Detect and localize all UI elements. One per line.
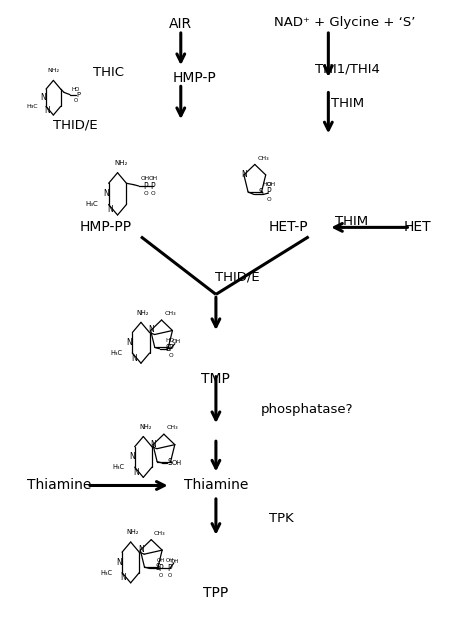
Text: S: S (165, 344, 170, 352)
Text: P: P (169, 344, 173, 352)
Text: H₃C: H₃C (113, 464, 125, 470)
Text: OH: OH (172, 460, 182, 466)
Text: O: O (168, 573, 172, 578)
Text: CH₃: CH₃ (258, 156, 269, 161)
Text: OH: OH (165, 558, 174, 563)
Text: HO: HO (263, 182, 272, 187)
Text: N: N (116, 558, 122, 567)
Text: O: O (74, 98, 78, 103)
Text: O: O (159, 573, 163, 578)
Text: N: N (44, 106, 50, 115)
Text: Thiamine: Thiamine (184, 478, 248, 493)
Text: THI1/THI4: THI1/THI4 (315, 63, 380, 76)
Text: N: N (133, 468, 139, 477)
Text: NH₂: NH₂ (114, 160, 128, 166)
Text: HMP-P: HMP-P (173, 71, 217, 86)
Text: NH₂: NH₂ (137, 310, 149, 316)
Text: N: N (40, 93, 46, 102)
Text: NH₂: NH₂ (139, 424, 152, 429)
Text: THIC: THIC (93, 66, 124, 79)
Text: P: P (150, 182, 155, 190)
Text: AIR: AIR (169, 18, 192, 31)
Text: HMP-PP: HMP-PP (80, 220, 132, 234)
Text: CH₃: CH₃ (154, 531, 166, 536)
Text: N: N (121, 573, 127, 582)
Text: S: S (155, 563, 160, 572)
Text: HET: HET (403, 220, 431, 234)
Text: CH₃: CH₃ (167, 425, 178, 430)
Text: HET-P: HET-P (269, 220, 309, 234)
Text: N: N (127, 338, 132, 347)
Text: P: P (76, 91, 81, 98)
Text: THID/E: THID/E (215, 270, 259, 284)
Text: HO: HO (165, 338, 174, 343)
Text: OH: OH (148, 176, 157, 181)
Text: HO: HO (72, 86, 80, 91)
Text: H₃C: H₃C (86, 202, 98, 207)
Text: P: P (143, 182, 148, 190)
Text: N: N (129, 453, 135, 461)
Text: N: N (148, 326, 154, 334)
Text: N: N (108, 205, 113, 214)
Text: TPK: TPK (269, 513, 294, 525)
Text: O: O (143, 191, 148, 196)
Text: CH₃: CH₃ (164, 311, 176, 316)
Text: OH: OH (156, 558, 165, 563)
Text: P: P (167, 564, 172, 573)
Text: N: N (151, 439, 156, 449)
Text: N: N (138, 545, 144, 554)
Text: THIM: THIM (335, 215, 368, 228)
Text: OH: OH (267, 182, 276, 187)
Text: O: O (266, 197, 271, 202)
Text: S: S (168, 458, 173, 467)
Text: H₃C: H₃C (100, 570, 112, 576)
Text: OH: OH (141, 176, 150, 181)
Text: O: O (150, 191, 155, 196)
Text: N: N (103, 190, 109, 198)
Text: S: S (259, 188, 264, 197)
Text: phosphatase?: phosphatase? (261, 403, 354, 416)
Text: H₃C: H₃C (26, 104, 37, 109)
Text: H₃C: H₃C (110, 350, 122, 356)
Text: N: N (241, 170, 247, 179)
Text: NH₂: NH₂ (127, 529, 139, 535)
Text: TMP: TMP (201, 372, 230, 386)
Text: OH: OH (172, 339, 181, 344)
Text: O: O (169, 352, 173, 357)
Text: NAD⁺ + Glycine + ‘S’: NAD⁺ + Glycine + ‘S’ (274, 16, 415, 29)
Text: THID/E: THID/E (53, 118, 98, 131)
Text: NH₂: NH₂ (47, 68, 59, 73)
Text: P: P (266, 187, 271, 197)
Text: THIM: THIM (330, 97, 364, 110)
Text: OH: OH (171, 559, 179, 564)
Text: Thiamine: Thiamine (27, 478, 91, 493)
Text: TPP: TPP (203, 587, 228, 600)
Text: N: N (131, 354, 137, 362)
Text: P: P (158, 564, 163, 573)
